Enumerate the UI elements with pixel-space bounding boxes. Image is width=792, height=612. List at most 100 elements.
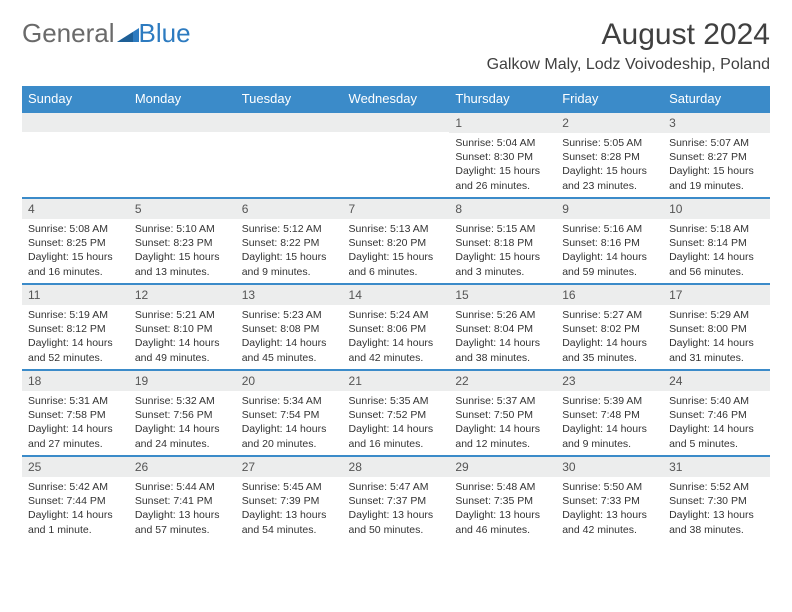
sunrise-text: Sunrise: 5:19 AM [28, 308, 123, 322]
day-number: 10 [663, 199, 770, 219]
sunrise-text: Sunrise: 5:21 AM [135, 308, 230, 322]
daylight-text: Daylight: 15 hours and 9 minutes. [242, 250, 337, 278]
day-number: 1 [449, 113, 556, 133]
day-details: Sunrise: 5:29 AMSunset: 8:00 PMDaylight:… [663, 305, 770, 369]
calendar-day-cell: 12 Sunrise: 5:21 AMSunset: 8:10 PMDayligh… [129, 284, 236, 370]
sunrise-text: Sunrise: 5:48 AM [455, 480, 550, 494]
calendar-day-cell: 11Sunrise: 5:19 AMSunset: 8:12 PMDayligh… [22, 284, 129, 370]
daylight-text: Daylight: 14 hours and 49 minutes. [135, 336, 230, 364]
calendar-day-cell: 1Sunrise: 5:04 AMSunset: 8:30 PMDaylight… [449, 112, 556, 198]
calendar-day-cell: 27Sunrise: 5:45 AMSunset: 7:39 PMDayligh… [236, 456, 343, 542]
calendar-table: Sunday Monday Tuesday Wednesday Thursday… [22, 86, 770, 542]
daylight-text: Daylight: 13 hours and 42 minutes. [562, 508, 657, 536]
sunset-text: Sunset: 7:48 PM [562, 408, 657, 422]
calendar-week-row: 4Sunrise: 5:08 AMSunset: 8:25 PMDaylight… [22, 198, 770, 284]
title-block: August 2024 Galkow Maly, Lodz Voivodeshi… [487, 18, 770, 74]
day-details: Sunrise: 5:08 AMSunset: 8:25 PMDaylight:… [22, 219, 129, 283]
day-number: 24 [663, 371, 770, 391]
sunset-text: Sunset: 8:10 PM [135, 322, 230, 336]
day-number: 18 [22, 371, 129, 391]
sunrise-text: Sunrise: 5:31 AM [28, 394, 123, 408]
daylight-text: Daylight: 14 hours and 35 minutes. [562, 336, 657, 364]
day-number: 30 [556, 457, 663, 477]
sunrise-text: Sunrise: 5:32 AM [135, 394, 230, 408]
daylight-text: Daylight: 13 hours and 38 minutes. [669, 508, 764, 536]
calendar-day-cell: 18Sunrise: 5:31 AMSunset: 7:58 PMDayligh… [22, 370, 129, 456]
sunset-text: Sunset: 7:50 PM [455, 408, 550, 422]
day-number: 14 [343, 285, 450, 305]
sunset-text: Sunset: 8:02 PM [562, 322, 657, 336]
sunset-text: Sunset: 7:35 PM [455, 494, 550, 508]
sunset-text: Sunset: 8:27 PM [669, 150, 764, 164]
day-number: 2 [556, 113, 663, 133]
sunrise-text: Sunrise: 5:42 AM [28, 480, 123, 494]
daylight-text: Daylight: 14 hours and 12 minutes. [455, 422, 550, 450]
sunset-text: Sunset: 8:00 PM [669, 322, 764, 336]
calendar-day-cell: 9Sunrise: 5:16 AMSunset: 8:16 PMDaylight… [556, 198, 663, 284]
daylight-text: Daylight: 15 hours and 3 minutes. [455, 250, 550, 278]
day-details: Sunrise: 5:47 AMSunset: 7:37 PMDaylight:… [343, 477, 450, 541]
day-number [236, 113, 343, 132]
sunrise-text: Sunrise: 5:04 AM [455, 136, 550, 150]
calendar-body: 1Sunrise: 5:04 AMSunset: 8:30 PMDaylight… [22, 112, 770, 542]
day-details: Sunrise: 5:31 AMSunset: 7:58 PMDaylight:… [22, 391, 129, 455]
day-details: Sunrise: 5:27 AMSunset: 8:02 PMDaylight:… [556, 305, 663, 369]
sunrise-text: Sunrise: 5:37 AM [455, 394, 550, 408]
day-details: Sunrise: 5:24 AMSunset: 8:06 PMDaylight:… [343, 305, 450, 369]
day-number: 3 [663, 113, 770, 133]
logo-word2: Blue [139, 18, 191, 49]
sunset-text: Sunset: 8:22 PM [242, 236, 337, 250]
calendar-day-cell: 24Sunrise: 5:40 AMSunset: 7:46 PMDayligh… [663, 370, 770, 456]
day-number: 7 [343, 199, 450, 219]
calendar-week-row: 11Sunrise: 5:19 AMSunset: 8:12 PMDayligh… [22, 284, 770, 370]
day-details [236, 132, 343, 139]
sunset-text: Sunset: 7:41 PM [135, 494, 230, 508]
sunrise-text: Sunrise: 5:16 AM [562, 222, 657, 236]
calendar-week-row: 18Sunrise: 5:31 AMSunset: 7:58 PMDayligh… [22, 370, 770, 456]
sunrise-text: Sunrise: 5:18 AM [669, 222, 764, 236]
weekday-header: Tuesday [236, 86, 343, 112]
sunrise-text: Sunrise: 5:47 AM [349, 480, 444, 494]
sunset-text: Sunset: 8:06 PM [349, 322, 444, 336]
sunrise-text: Sunrise: 5:15 AM [455, 222, 550, 236]
day-details: Sunrise: 5:40 AMSunset: 7:46 PMDaylight:… [663, 391, 770, 455]
sunrise-text: Sunrise: 5:08 AM [28, 222, 123, 236]
sunrise-text: Sunrise: 5:12 AM [242, 222, 337, 236]
daylight-text: Daylight: 13 hours and 57 minutes. [135, 508, 230, 536]
day-number: 26 [129, 457, 236, 477]
calendar-day-cell [236, 112, 343, 198]
day-number: 23 [556, 371, 663, 391]
weekday-header: Monday [129, 86, 236, 112]
day-number [129, 113, 236, 132]
sunset-text: Sunset: 7:44 PM [28, 494, 123, 508]
day-details: Sunrise: 5:35 AMSunset: 7:52 PMDaylight:… [343, 391, 450, 455]
day-number: 15 [449, 285, 556, 305]
sunset-text: Sunset: 8:16 PM [562, 236, 657, 250]
sunset-text: Sunset: 8:08 PM [242, 322, 337, 336]
day-details: Sunrise: 5:04 AMSunset: 8:30 PMDaylight:… [449, 133, 556, 197]
sunrise-text: Sunrise: 5:35 AM [349, 394, 444, 408]
location: Galkow Maly, Lodz Voivodeship, Poland [487, 56, 770, 74]
day-number: 12 [129, 285, 236, 305]
day-number: 13 [236, 285, 343, 305]
sunset-text: Sunset: 7:54 PM [242, 408, 337, 422]
day-details: Sunrise: 5:18 AMSunset: 8:14 PMDaylight:… [663, 219, 770, 283]
sunset-text: Sunset: 8:20 PM [349, 236, 444, 250]
daylight-text: Daylight: 14 hours and 56 minutes. [669, 250, 764, 278]
day-details: Sunrise: 5:05 AMSunset: 8:28 PMDaylight:… [556, 133, 663, 197]
day-details: Sunrise: 5:48 AMSunset: 7:35 PMDaylight:… [449, 477, 556, 541]
daylight-text: Daylight: 14 hours and 59 minutes. [562, 250, 657, 278]
logo-triangle-icon [117, 18, 139, 49]
day-number: 29 [449, 457, 556, 477]
logo-word1: General [22, 18, 115, 49]
day-number: 27 [236, 457, 343, 477]
calendar-day-cell: 28Sunrise: 5:47 AMSunset: 7:37 PMDayligh… [343, 456, 450, 542]
day-number: 11 [22, 285, 129, 305]
day-details [22, 132, 129, 139]
calendar-day-cell: 30Sunrise: 5:50 AMSunset: 7:33 PMDayligh… [556, 456, 663, 542]
calendar-day-cell: 10Sunrise: 5:18 AMSunset: 8:14 PMDayligh… [663, 198, 770, 284]
sunrise-text: Sunrise: 5:29 AM [669, 308, 764, 322]
calendar-week-row: 1Sunrise: 5:04 AMSunset: 8:30 PMDaylight… [22, 112, 770, 198]
logo: General Blue [22, 18, 191, 49]
sunrise-text: Sunrise: 5:10 AM [135, 222, 230, 236]
